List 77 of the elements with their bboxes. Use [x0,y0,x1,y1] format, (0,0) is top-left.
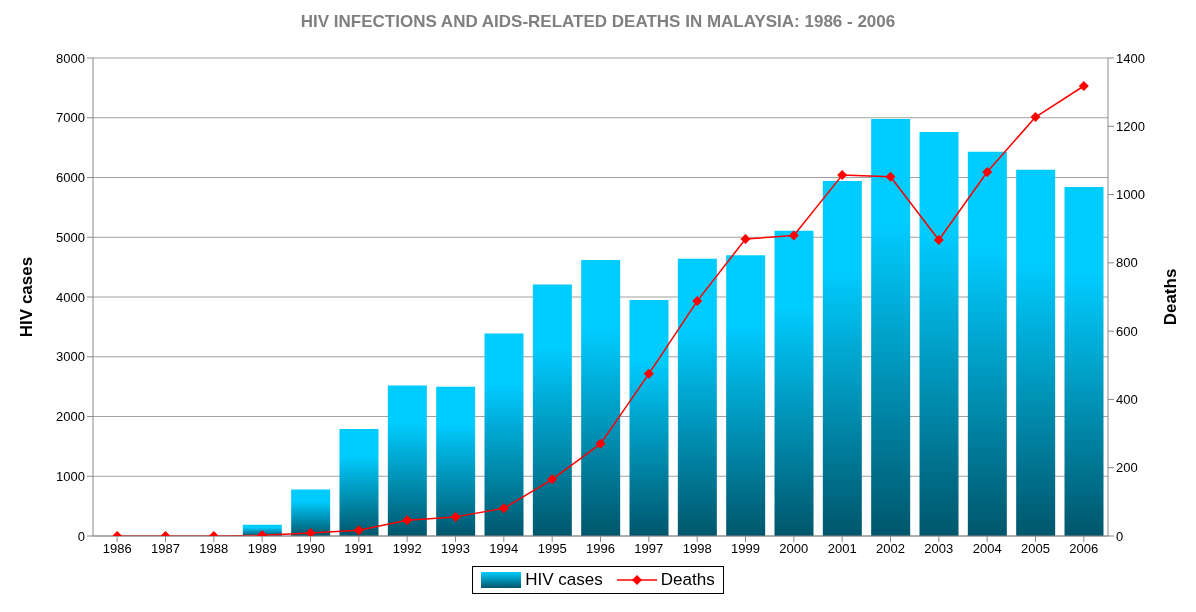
point [450,511,461,522]
y2-tick-label: 600 [1116,323,1138,339]
point [982,167,993,178]
y-tick-label: 8000 [56,50,85,66]
bar [822,181,862,536]
point [837,170,848,181]
bar [1016,169,1056,536]
x-tick-label: 1997 [634,541,664,557]
x-tick-label: 2001 [827,541,857,557]
x-tick-label: 2000 [779,541,809,557]
x-tick-label: 1986 [102,541,132,557]
bar [1064,187,1104,536]
bar [871,118,911,536]
x-tick-label: 1988 [199,541,229,557]
y-tick-label: 7000 [56,110,85,126]
point [1078,81,1089,91]
x-tick-label: 1993 [441,541,470,557]
y2-tick-label: 800 [1116,255,1138,271]
point [547,474,558,485]
bar [726,255,766,536]
bar [967,151,1007,536]
bar [677,258,717,536]
x-tick-label: 2006 [1069,541,1099,557]
y-tick-label: 4000 [56,289,85,305]
x-tick-label: 1996 [586,541,615,557]
point [305,527,316,536]
x-tick-label: 2005 [1021,541,1050,557]
y-tick-label: 6000 [56,170,85,186]
bar [581,259,621,536]
y2-tick-label: 400 [1116,392,1138,408]
y-tick-label: 2000 [56,409,85,425]
bar [339,429,379,536]
bar [436,386,476,536]
point [595,438,606,449]
bar [774,230,814,536]
legend-label: HIV cases [524,570,603,590]
bar [387,385,427,536]
chart-title: HIV INFECTIONS AND AIDS-RELATED DEATHS IN MALAYSIA: 1986 - 2006 [299,11,897,33]
x-tick-label: 1989 [247,541,277,557]
point [643,368,654,379]
x-tick-label: 1990 [296,541,325,557]
y-tick-label: 0 [77,528,85,544]
point [1030,112,1041,123]
y-tick-label: 5000 [56,229,85,245]
y-axis-title: HIV cases [17,256,37,338]
x-tick-label: 1992 [392,541,422,557]
bar [532,284,572,536]
legend-label: Deaths [659,570,715,590]
bar [629,299,669,536]
bar [291,489,331,536]
y2-tick-label: 1200 [1116,118,1145,134]
x-tick-label: 1998 [682,541,712,557]
point [498,503,509,514]
point [402,515,413,526]
point [933,234,944,245]
x-tick-label: 2002 [876,541,905,557]
x-tick-label: 1987 [151,541,180,557]
x-tick-label: 1994 [489,541,519,557]
point [692,296,703,307]
x-tick-label: 1999 [731,541,760,557]
x-tick-label: 2004 [972,541,1002,557]
point [788,230,799,241]
point [885,171,896,182]
x-tick-label: 1995 [537,541,567,557]
y-tick-label: 1000 [56,468,85,484]
point [353,525,364,536]
y2-tick-label: 200 [1116,460,1138,476]
point [740,233,751,244]
y-tick-label: 3000 [56,349,85,365]
y2-tick-label: 1000 [1116,187,1145,203]
bar [484,333,524,536]
y2-tick-label: 1400 [1116,50,1145,66]
x-tick-label: 2003 [924,541,954,557]
x-tick-label: 1991 [344,541,374,557]
bar [919,132,959,536]
y2-tick-label: 0 [1116,528,1124,544]
y2-axis-title: Deaths [1161,268,1181,326]
